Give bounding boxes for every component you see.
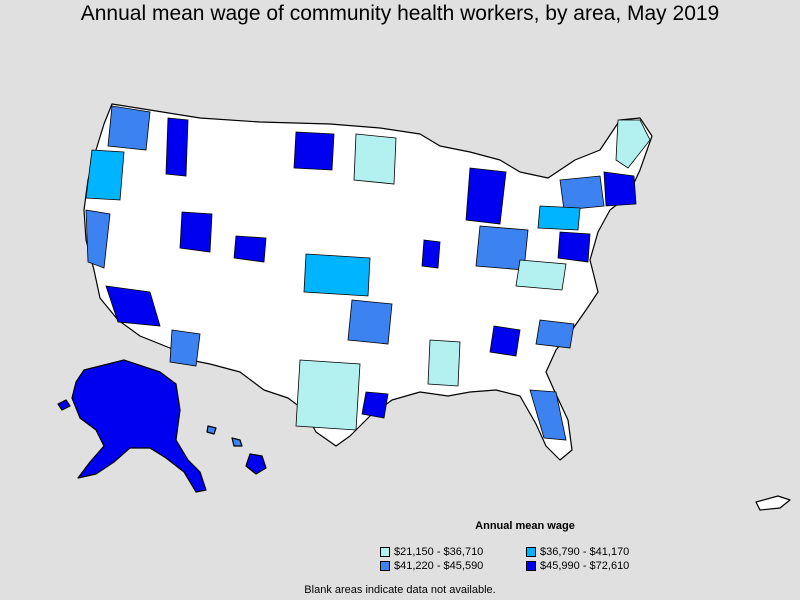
legend-label-3: $41,220 - $45,590 [394, 560, 484, 572]
area-mississippi [427, 339, 461, 387]
hawaii-oahu [206, 425, 217, 435]
area-california-south [105, 285, 161, 327]
legend-swatch-1 [380, 547, 390, 557]
footnote: Blank areas indicate data not available. [304, 584, 496, 596]
map-legend: Annual mean wage $21,150 - $36,710 $36,7… [380, 520, 670, 572]
area-pennsylvania [537, 205, 581, 231]
legend-label-4: $45,990 - $72,610 [540, 560, 630, 572]
hawaii-maui [231, 437, 243, 447]
area-illinois [421, 239, 441, 269]
legend-label-2: $36,790 - $41,170 [540, 546, 630, 558]
legend-item-2: $36,790 - $41,170 [526, 546, 666, 558]
hawaii-big-island [245, 453, 267, 475]
legend-item-3: $41,220 - $45,590 [380, 560, 526, 572]
legend-swatch-2 [526, 547, 536, 557]
area-carolinas [535, 319, 575, 349]
area-maine [615, 119, 651, 169]
area-virginia [515, 259, 567, 291]
alaska-shape [71, 359, 207, 493]
area-new-england [603, 171, 637, 207]
area-idaho-north [165, 117, 189, 177]
legend-swatch-4 [526, 561, 536, 571]
area-kansas [303, 253, 371, 297]
area-georgia [489, 325, 521, 357]
area-texas-central [295, 359, 361, 431]
area-wyoming-utah [179, 211, 213, 253]
area-north-dakota [293, 131, 335, 171]
legend-label-1: $21,150 - $36,710 [394, 546, 484, 558]
area-washington-west [107, 105, 151, 151]
area-california-north [85, 209, 111, 269]
area-oklahoma-texas [347, 299, 393, 345]
area-colorado [233, 235, 267, 263]
area-florida [529, 389, 567, 441]
legend-items: $21,150 - $36,710 $36,790 - $41,170 $41,… [380, 546, 670, 572]
legend-item-1: $21,150 - $36,710 [380, 546, 526, 558]
legend-item-4: $45,990 - $72,610 [526, 560, 666, 572]
legend-swatch-3 [380, 561, 390, 571]
area-minnesota [353, 133, 397, 185]
area-oregon-coast [85, 149, 125, 201]
shaded-areas [85, 105, 651, 441]
area-arizona [169, 329, 201, 367]
alaska-aleutians [57, 399, 71, 411]
area-mid-atlantic [557, 231, 591, 263]
area-michigan [465, 167, 507, 225]
puerto-rico-shape [755, 495, 791, 511]
map-title: Annual mean wage of community health wor… [80, 2, 720, 25]
legend-title: Annual mean wage [475, 520, 575, 532]
area-new-york [559, 175, 605, 211]
area-texas-houston [361, 391, 389, 419]
